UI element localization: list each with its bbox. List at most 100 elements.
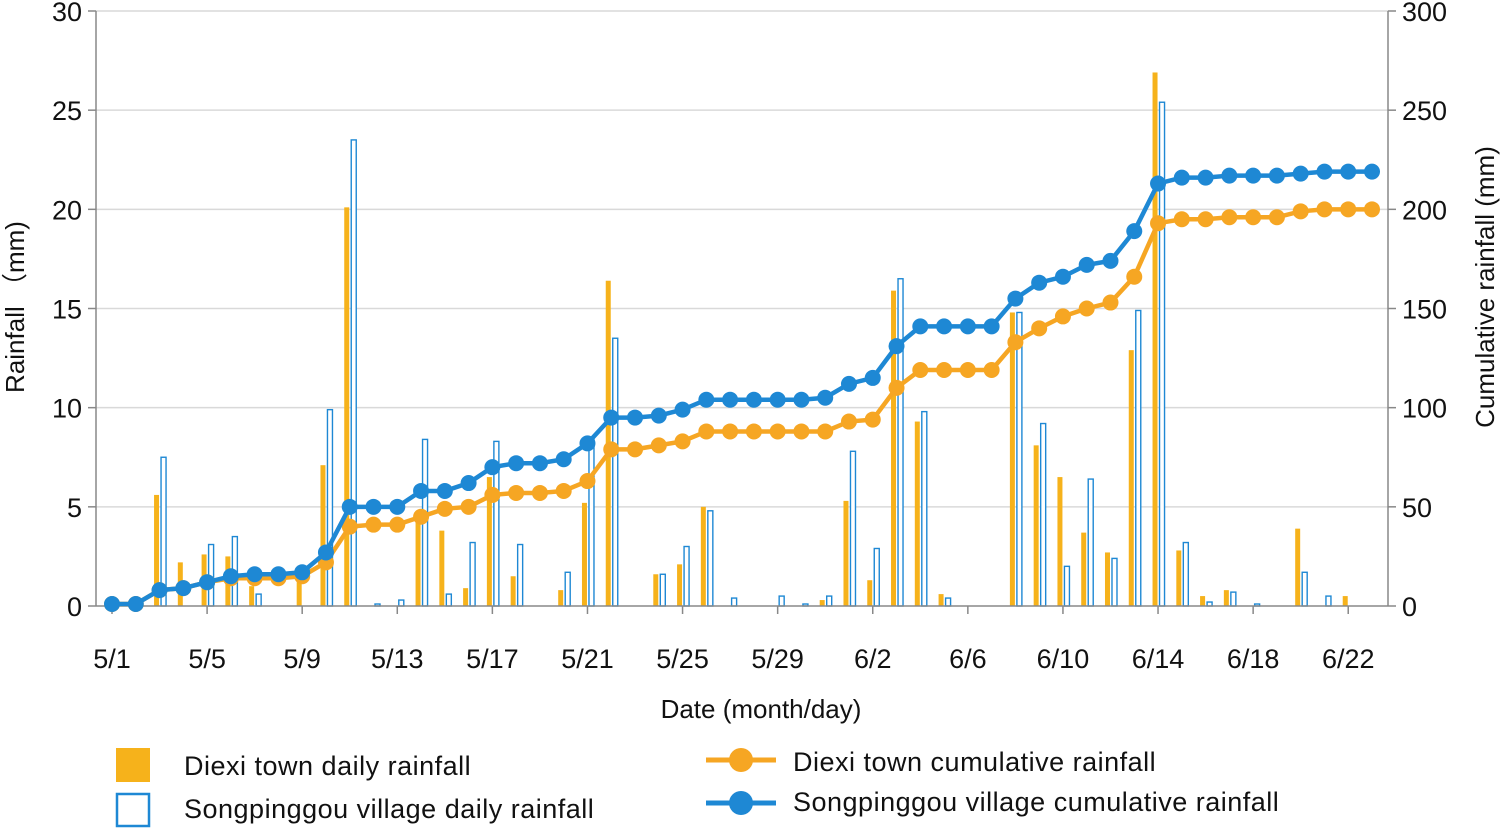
point-songpinggou-cumulative (864, 369, 881, 386)
bar-diexi-daily (415, 510, 421, 606)
y2-tick-label: 300 (1402, 0, 1447, 27)
point-diexi-cumulative (745, 423, 762, 440)
bar-songpinggou-daily (255, 593, 262, 607)
x-tick-label: 6/14 (1132, 644, 1185, 674)
point-diexi-cumulative (365, 516, 382, 533)
point-songpinggou-cumulative (1221, 167, 1238, 184)
point-diexi-cumulative (674, 433, 691, 450)
bar-diexi-daily (486, 477, 492, 606)
point-diexi-cumulative (1126, 268, 1143, 285)
point-diexi-cumulative (1316, 201, 1333, 218)
point-songpinggou-cumulative (413, 482, 430, 499)
point-songpinggou-cumulative (603, 409, 620, 426)
bar-songpinggou-daily (564, 571, 571, 607)
point-songpinggou-cumulative (1054, 268, 1071, 285)
bar-diexi-daily (581, 502, 587, 606)
bar-songpinggou-daily (612, 337, 619, 607)
point-songpinggou-cumulative (1364, 163, 1380, 180)
bar-songpinggou-daily (516, 543, 524, 607)
bar-diexi-daily (1342, 596, 1348, 606)
bar-songpinggou-daily (897, 278, 904, 607)
point-songpinggou-cumulative (531, 455, 548, 472)
point-diexi-cumulative (1268, 209, 1285, 226)
point-diexi-cumulative (817, 423, 834, 440)
point-songpinggou-cumulative (270, 566, 287, 583)
point-songpinggou-cumulative (1268, 167, 1285, 184)
bar-diexi-daily (653, 574, 659, 606)
point-diexi-cumulative (484, 486, 501, 503)
point-diexi-cumulative (508, 484, 525, 501)
bar-diexi-daily (1009, 312, 1015, 606)
bar-songpinggou-daily (921, 410, 928, 607)
point-songpinggou-cumulative (674, 401, 691, 418)
y2-axis-title: Cumulative rainfall (mm) (1470, 146, 1500, 428)
bar-songpinggou-daily (730, 597, 738, 607)
point-songpinggou-cumulative (793, 391, 810, 408)
point-songpinggou-cumulative (817, 389, 834, 406)
point-diexi-cumulative (983, 361, 1000, 378)
point-songpinggou-cumulative (698, 391, 715, 408)
point-songpinggou-cumulative (1126, 223, 1143, 240)
legend-marker-songpinggou-cumulative (729, 791, 753, 815)
point-songpinggou-cumulative (745, 391, 762, 408)
line-songpinggou-cumulative (112, 169, 1372, 607)
point-songpinggou-cumulative (840, 375, 857, 392)
point-songpinggou-cumulative (1031, 274, 1048, 291)
point-songpinggou-cumulative (104, 596, 120, 613)
bar-songpinggou-daily (326, 408, 334, 607)
bar-diexi-daily (320, 465, 326, 606)
x-tick-label: 5/17 (466, 644, 519, 674)
point-songpinggou-cumulative (627, 409, 644, 426)
bar-diexi-daily (1128, 350, 1134, 606)
x-tick-label: 6/2 (854, 644, 892, 674)
point-songpinggou-cumulative (436, 482, 453, 499)
point-diexi-cumulative (722, 423, 739, 440)
bar-diexi-daily (1033, 445, 1039, 606)
bar-songpinggou-daily (778, 595, 785, 607)
x-tick-label: 5/25 (656, 644, 709, 674)
y2-tick-label: 50 (1402, 493, 1432, 523)
x-axis-title: Date (month/day) (661, 694, 862, 724)
bar-diexi-daily (510, 576, 516, 606)
bar-diexi-daily (867, 580, 873, 606)
point-songpinggou-cumulative (127, 596, 144, 613)
bar-diexi-daily (914, 421, 920, 606)
bar-songpinggou-daily (707, 510, 714, 607)
point-diexi-cumulative (436, 500, 453, 517)
point-songpinggou-cumulative (983, 318, 1000, 335)
point-diexi-cumulative (1292, 203, 1309, 220)
bar-songpinggou-daily (1325, 595, 1332, 607)
point-diexi-cumulative (555, 482, 572, 499)
y-tick-label: 0 (67, 592, 82, 622)
y-tick-label: 15 (52, 295, 82, 325)
point-songpinggou-cumulative (769, 391, 786, 408)
point-diexi-cumulative (698, 423, 715, 440)
legend-swatch-diexi-daily (116, 748, 150, 782)
point-diexi-cumulative (603, 441, 620, 458)
point-diexi-cumulative (389, 516, 406, 533)
point-songpinggou-cumulative (460, 475, 477, 492)
x-tick-label: 5/5 (188, 644, 226, 674)
y2-tick-label: 200 (1402, 195, 1447, 225)
point-diexi-cumulative (864, 411, 881, 428)
bar-songpinggou-daily (1111, 557, 1118, 607)
point-songpinggou-cumulative (1150, 175, 1167, 192)
bar-songpinggou-daily (1301, 571, 1308, 607)
bar-diexi-daily (558, 590, 564, 606)
point-diexi-cumulative (650, 437, 667, 454)
y2-tick-label: 250 (1402, 96, 1447, 126)
bar-songpinggou-daily (1087, 478, 1094, 607)
point-diexi-cumulative (1245, 209, 1262, 226)
point-diexi-cumulative (1197, 211, 1214, 228)
legend-marker-diexi-cumulative (729, 748, 753, 772)
point-songpinggou-cumulative (912, 318, 929, 335)
point-diexi-cumulative (1007, 334, 1024, 351)
bar-songpinggou-daily (683, 545, 690, 607)
point-diexi-cumulative (1173, 211, 1190, 228)
point-diexi-cumulative (531, 484, 548, 501)
bar-diexi-daily (296, 582, 302, 606)
point-songpinggou-cumulative (1292, 165, 1309, 182)
